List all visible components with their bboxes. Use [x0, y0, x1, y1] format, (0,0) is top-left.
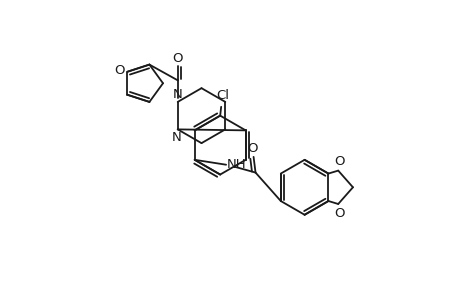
Text: N: N [172, 131, 181, 144]
Text: N: N [173, 88, 182, 101]
Text: O: O [247, 142, 257, 155]
Text: O: O [334, 155, 344, 168]
Text: O: O [334, 207, 344, 220]
Text: Cl: Cl [216, 89, 229, 102]
Text: O: O [114, 64, 124, 77]
Text: O: O [172, 52, 183, 64]
Text: NH: NH [227, 158, 246, 171]
